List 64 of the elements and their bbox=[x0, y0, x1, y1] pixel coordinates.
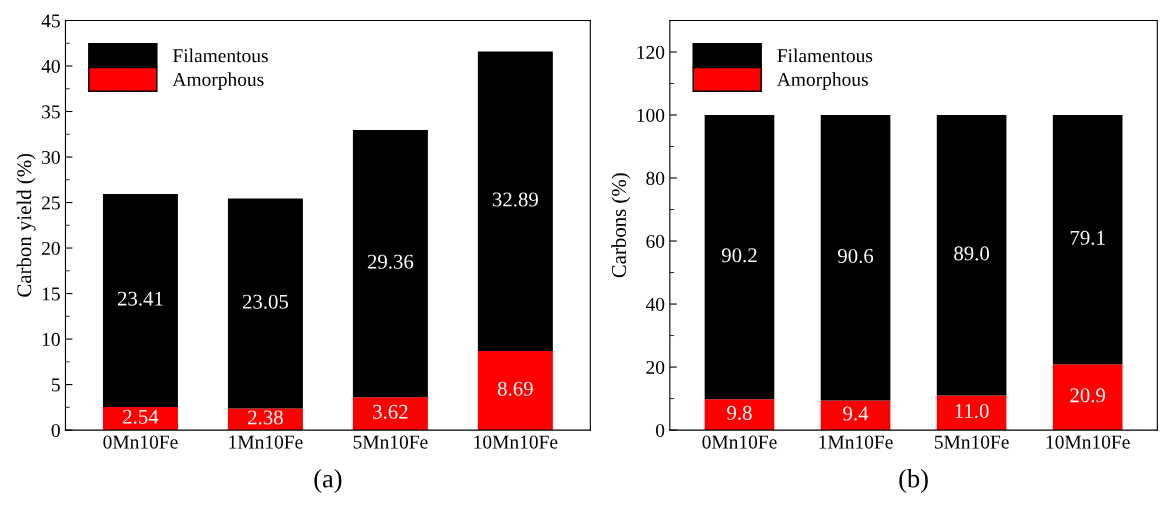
x-tick-label: 5Mn10Fe bbox=[934, 435, 1009, 449]
bar bbox=[352, 129, 428, 398]
data-label: 90.6 bbox=[837, 248, 874, 264]
data-label: 29.36 bbox=[367, 254, 414, 269]
y-tick-label: 20 bbox=[42, 241, 60, 255]
bar bbox=[1052, 364, 1123, 431]
y-tick-label: 0 bbox=[51, 423, 60, 438]
y-axis-title: Carbon yield (%) bbox=[16, 153, 36, 297]
data-label: 8.69 bbox=[497, 381, 533, 396]
data-label: 23.05 bbox=[242, 294, 289, 309]
bar bbox=[704, 399, 775, 431]
x-tick-label: 1Mn10Fe bbox=[229, 435, 303, 449]
data-label: 3.62 bbox=[373, 404, 408, 419]
y-tick-label: 40 bbox=[645, 297, 665, 311]
y-tick-label: 5 bbox=[52, 378, 60, 392]
data-label: 9.4 bbox=[843, 406, 869, 421]
data-label: 2.38 bbox=[248, 410, 283, 425]
legend-label: Amorphous bbox=[172, 72, 264, 90]
y-tick-label: 100 bbox=[637, 108, 665, 122]
y-tick-label: 10 bbox=[42, 332, 60, 346]
bar bbox=[1052, 115, 1123, 365]
data-label: 20.9 bbox=[1070, 388, 1106, 403]
y-tick-label: 35 bbox=[42, 105, 60, 119]
x-tick-label: 10Mn10Fe bbox=[1046, 435, 1130, 449]
data-label: 11.0 bbox=[955, 403, 989, 419]
y-tick-label: 120 bbox=[637, 45, 665, 59]
x-tick-label: 0Mn10Fe bbox=[103, 435, 178, 449]
data-label: 2.54 bbox=[123, 409, 159, 424]
text: (a) bbox=[314, 468, 342, 493]
y-axis-title: Carbons (%) bbox=[611, 173, 631, 278]
data-label: 9.8 bbox=[727, 405, 752, 420]
bar bbox=[936, 395, 1007, 431]
data-label: 89.0 bbox=[954, 246, 990, 261]
legend-label: Filamentous bbox=[172, 48, 268, 63]
bar bbox=[477, 51, 553, 351]
x-tick-label: 10Mn10Fe bbox=[474, 435, 558, 449]
x-tick-label: 1Mn10Fe bbox=[819, 435, 893, 449]
bar bbox=[227, 408, 303, 431]
y-tick-label: 45 bbox=[41, 14, 60, 28]
legend-label: Filamentous bbox=[777, 48, 873, 63]
y-tick-label: 20 bbox=[646, 360, 665, 374]
data-label: 23.41 bbox=[117, 291, 163, 306]
legend-label: Amorphous bbox=[776, 72, 868, 90]
bar bbox=[704, 115, 775, 400]
data-label: 90.2 bbox=[721, 248, 757, 263]
bar bbox=[227, 198, 303, 409]
y-tick-label: 60 bbox=[646, 234, 665, 248]
y-tick-label: 30 bbox=[42, 150, 60, 164]
bar bbox=[820, 400, 891, 431]
y-tick-label: 80 bbox=[646, 171, 665, 185]
bar bbox=[352, 397, 428, 431]
text: (b) bbox=[899, 468, 928, 493]
y-tick-label: 25 bbox=[42, 196, 60, 210]
y-tick-label: 40 bbox=[41, 59, 60, 73]
y-tick-label: 0 bbox=[655, 423, 665, 438]
bar bbox=[477, 350, 553, 431]
x-tick-label: 5Mn10Fe bbox=[353, 435, 428, 449]
x-tick-label: 0Mn10Fe bbox=[702, 435, 777, 449]
bar bbox=[936, 115, 1007, 396]
data-label: 79.1 bbox=[1070, 230, 1105, 245]
data-label: 32.89 bbox=[492, 192, 538, 207]
y-tick-label: 15 bbox=[42, 287, 60, 301]
bar bbox=[820, 115, 891, 401]
bar bbox=[102, 193, 178, 407]
